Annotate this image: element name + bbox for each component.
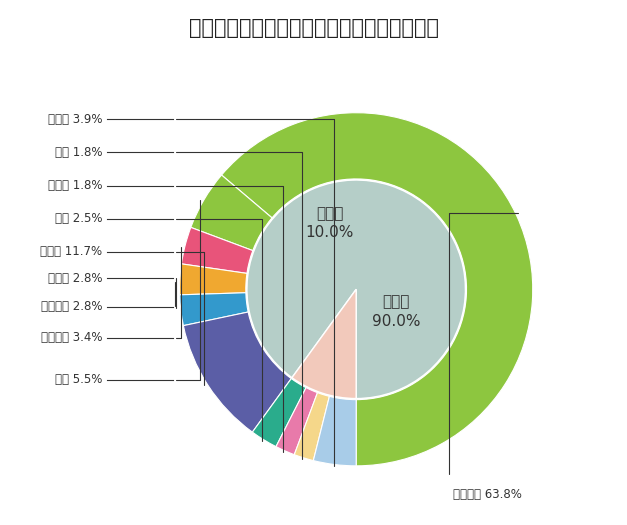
Wedge shape	[253, 379, 306, 447]
Text: フランス 2.8%: フランス 2.8%	[41, 300, 102, 313]
Text: 日本 5.5%: 日本 5.5%	[55, 373, 102, 386]
Wedge shape	[191, 175, 272, 250]
Text: イギリス 3.4%: イギリス 3.4%	[41, 331, 102, 344]
Text: カナダ 2.8%: カナダ 2.8%	[48, 272, 102, 285]
Text: ＜対象インデックスの国・地域別構成比率＞: ＜対象インデックスの国・地域別構成比率＞	[189, 18, 438, 38]
Wedge shape	[180, 293, 248, 326]
Text: 中国 2.5%: 中国 2.5%	[55, 212, 102, 225]
Wedge shape	[247, 180, 465, 398]
Wedge shape	[314, 396, 356, 466]
Wedge shape	[221, 113, 533, 466]
Text: その他 11.7%: その他 11.7%	[40, 245, 102, 258]
Text: インド 1.8%: インド 1.8%	[48, 179, 102, 192]
Wedge shape	[276, 387, 317, 455]
Wedge shape	[179, 264, 247, 295]
Text: その他 3.9%: その他 3.9%	[48, 113, 102, 126]
Text: 先進国
90.0%: 先進国 90.0%	[372, 294, 420, 329]
Text: アメリカ 63.8%: アメリカ 63.8%	[453, 488, 522, 501]
Text: 台湾 1.8%: 台湾 1.8%	[55, 146, 102, 159]
Wedge shape	[292, 289, 356, 398]
Wedge shape	[183, 312, 292, 432]
Text: 新興国
10.0%: 新興国 10.0%	[305, 206, 354, 240]
Wedge shape	[181, 227, 253, 274]
Wedge shape	[294, 393, 329, 460]
